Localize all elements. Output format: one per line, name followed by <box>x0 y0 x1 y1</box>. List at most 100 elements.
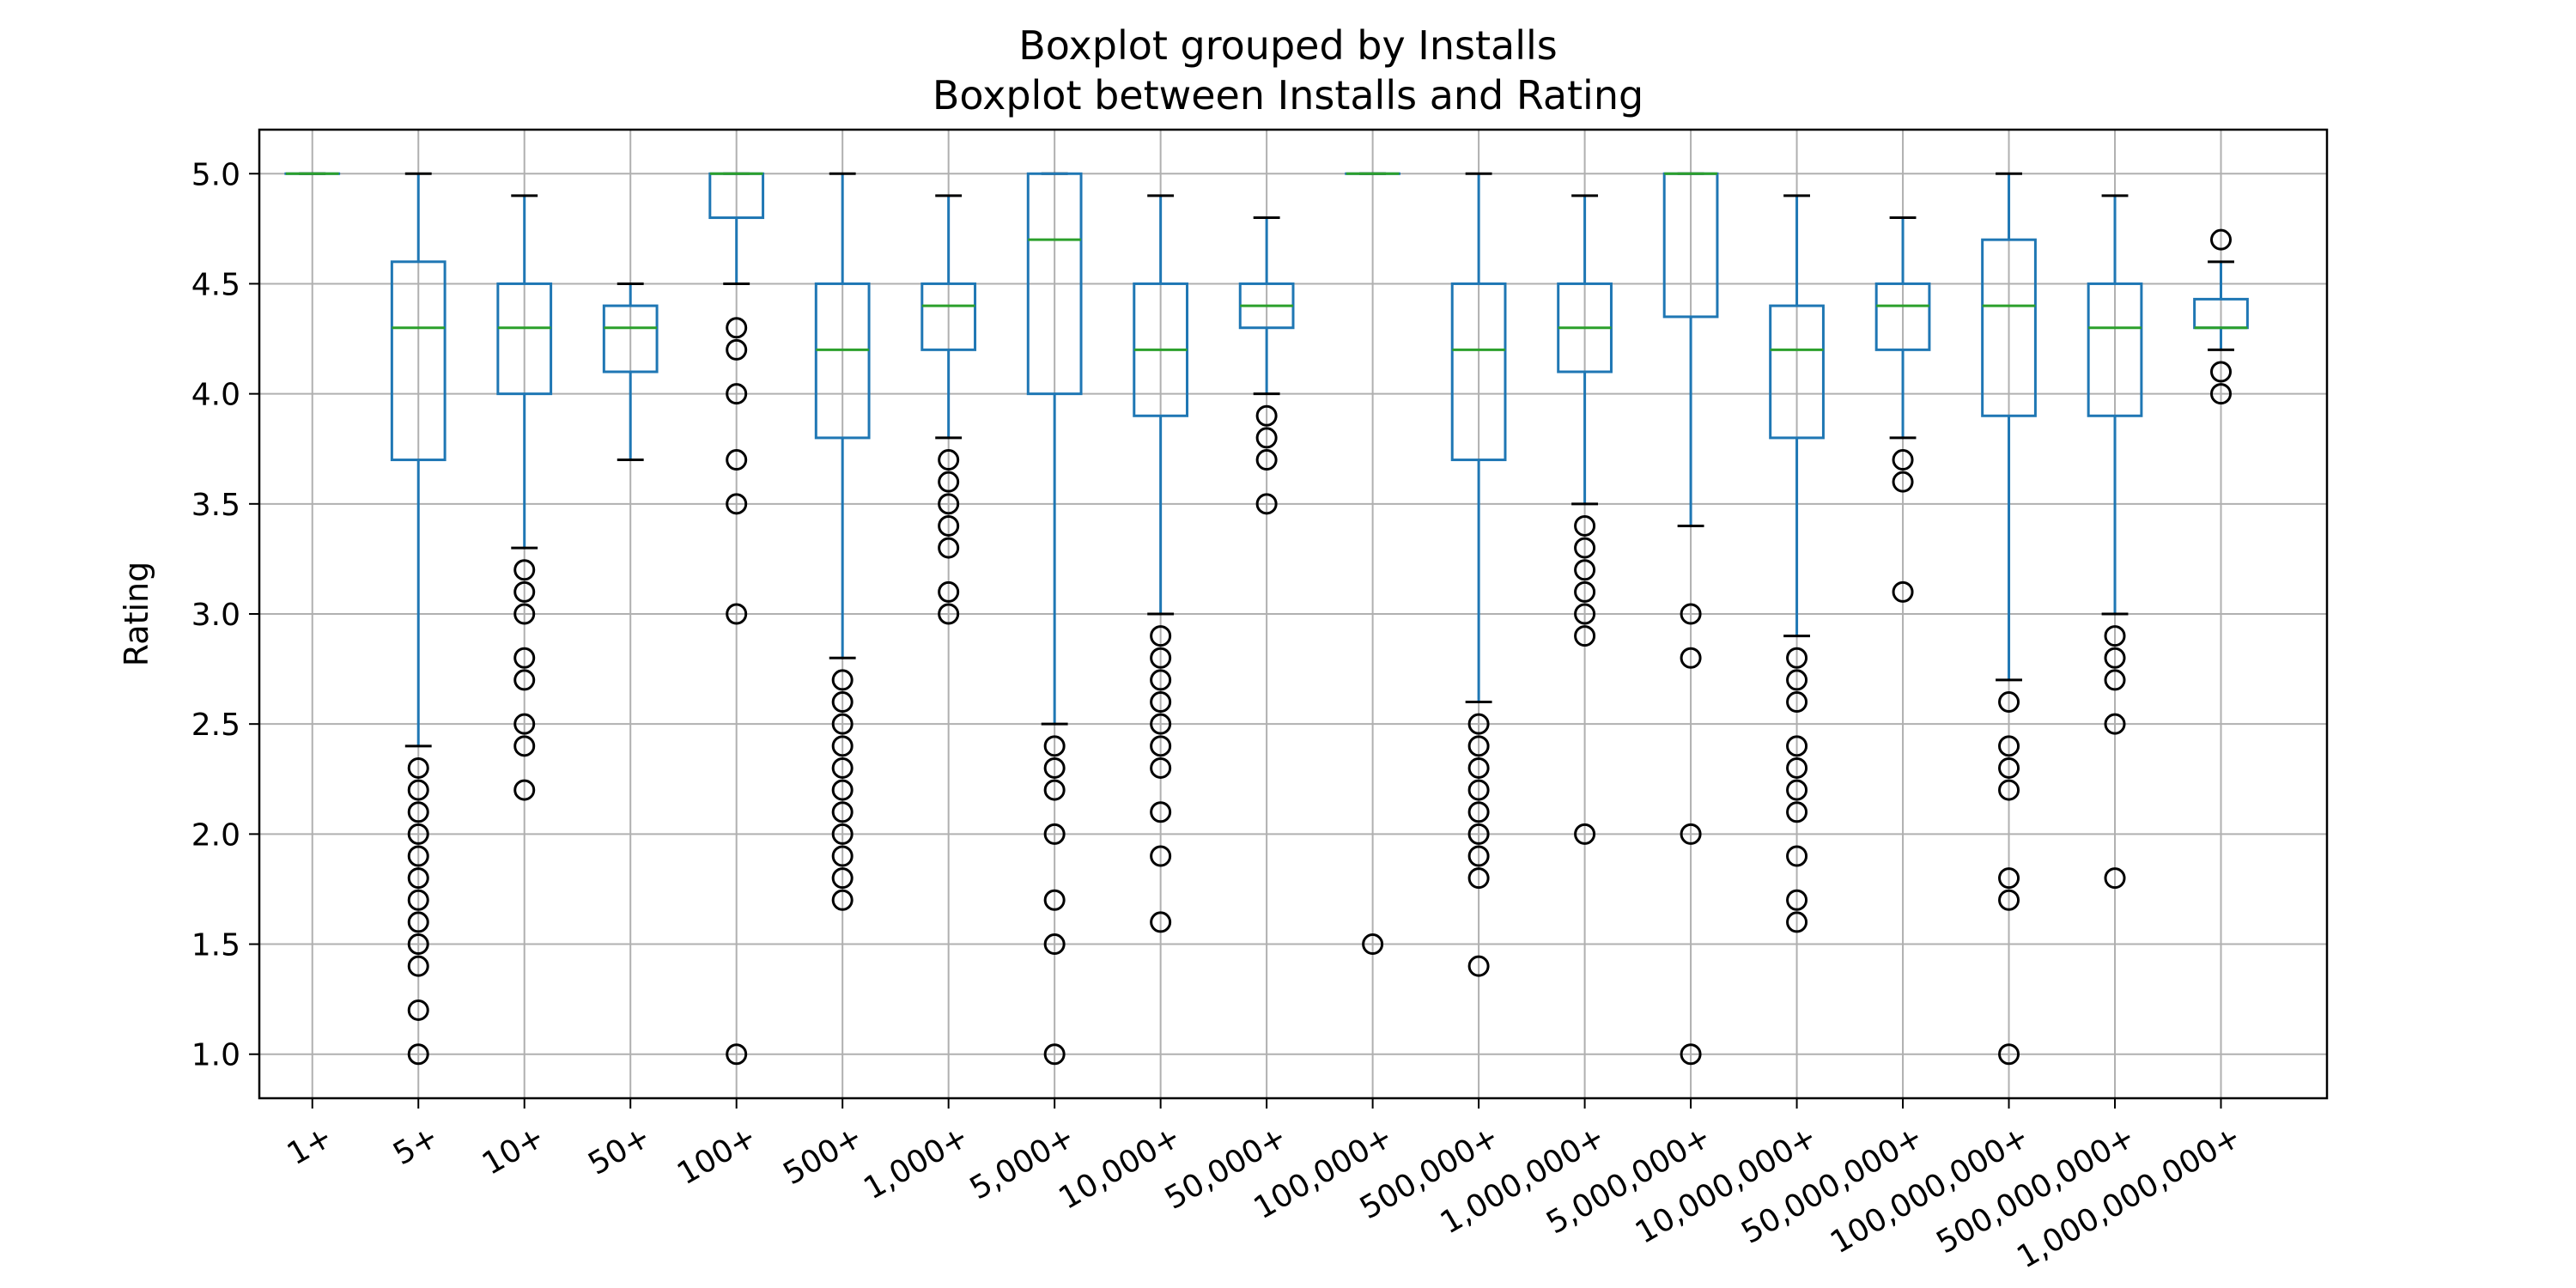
outlier-point <box>831 779 854 801</box>
box <box>390 260 447 462</box>
outlier-point <box>938 580 960 603</box>
outlier-point <box>1150 625 1172 647</box>
outlier-point <box>726 493 748 515</box>
outlier-point <box>1362 933 1384 956</box>
outlier-point <box>1255 427 1278 449</box>
outlier-point <box>1150 691 1172 714</box>
outlier-point <box>1680 647 1702 669</box>
outlier-point <box>407 1043 429 1066</box>
y-tick-label: 3.5 <box>191 488 240 523</box>
outlier-point <box>1043 823 1066 845</box>
outlier-point <box>407 933 429 956</box>
outlier-point <box>407 867 429 890</box>
outlier-point <box>1043 933 1066 956</box>
outlier-point <box>2104 625 2126 647</box>
outlier-point <box>831 889 854 911</box>
x-tick-label: 50+ <box>582 1119 656 1182</box>
outlier-point <box>1255 449 1278 471</box>
outlier-point <box>1255 404 1278 427</box>
outlier-point <box>1150 911 1172 933</box>
outlier-point <box>726 338 748 361</box>
outlier-point <box>1150 647 1172 669</box>
outlier-point <box>1150 713 1172 735</box>
outlier-point <box>1786 911 1808 933</box>
outlier-point <box>938 471 960 493</box>
box <box>2087 282 2143 417</box>
outlier-point <box>1786 845 1808 867</box>
tick-layer: 1.0 1.5 2.0 2.5 3.0 3.5 4.0 4.5 5.0 1+ 5+ 10+ 50+ 100… <box>191 157 2247 1275</box>
outlier-point <box>938 603 960 625</box>
outlier-point <box>1574 603 1596 625</box>
outlier-point <box>407 889 429 911</box>
outlier-point <box>2104 647 2126 669</box>
x-tick-label: 100+ <box>671 1119 762 1192</box>
outlier-point <box>726 1043 748 1066</box>
outlier-point <box>2210 228 2233 251</box>
outlier-point <box>1467 735 1490 757</box>
outlier-point <box>407 823 429 845</box>
outlier-point <box>1786 735 1808 757</box>
outlier-point <box>831 691 854 714</box>
outlier-point <box>1892 449 1914 471</box>
outlier-point <box>513 779 536 801</box>
outlier-point <box>1467 713 1490 735</box>
outlier-point <box>831 713 854 735</box>
outlier-point <box>938 514 960 537</box>
outlier-point <box>1786 779 1808 801</box>
outlier-point <box>1998 779 2020 801</box>
y-tick-label: 5.0 <box>191 157 240 192</box>
outlier-point <box>513 603 536 625</box>
box <box>1981 238 2037 417</box>
y-tick-label: 3.0 <box>191 598 240 633</box>
outlier-point <box>1467 955 1490 977</box>
outlier-point <box>726 317 748 339</box>
outlier-point <box>1150 735 1172 757</box>
outlier-point <box>1786 691 1808 714</box>
outlier-point <box>938 449 960 471</box>
outlier-point <box>407 911 429 933</box>
outlier-point <box>407 801 429 823</box>
y-tick-label: 2.0 <box>191 817 240 853</box>
outlier-point <box>2210 383 2233 405</box>
outlier-point <box>831 801 854 823</box>
y-tick-label: 4.5 <box>191 267 240 302</box>
outlier-point <box>513 647 536 669</box>
outlier-point <box>513 713 536 735</box>
outlier-point <box>726 449 748 471</box>
outlier-point <box>1467 779 1490 801</box>
y-tick-label: 1.0 <box>191 1038 240 1073</box>
x-tick-label: 10,000+ <box>1053 1119 1187 1217</box>
outlier-point <box>1998 889 2020 911</box>
outlier-point <box>831 845 854 867</box>
outlier-point <box>831 756 854 779</box>
outlier-point <box>1786 756 1808 779</box>
outlier-point <box>1255 493 1278 515</box>
outlier-point <box>831 735 854 757</box>
outlier-point <box>1680 603 1702 625</box>
x-tick-label: 1+ <box>282 1119 338 1172</box>
outlier-point <box>1574 625 1596 647</box>
outlier-point <box>1043 779 1066 801</box>
x-tick-label: 5+ <box>387 1119 444 1172</box>
outlier-point <box>1150 756 1172 779</box>
outlier-point <box>1043 735 1066 757</box>
outlier-point <box>1786 889 1808 911</box>
outlier-point <box>1786 801 1808 823</box>
box-layer <box>284 172 2249 1066</box>
outlier-point <box>1467 845 1490 867</box>
chart-subtitle: Boxplot between Installs and Rating <box>932 72 1644 118</box>
outlier-point <box>1150 801 1172 823</box>
box <box>1769 304 1825 440</box>
outlier-point <box>1467 823 1490 845</box>
outlier-point <box>1043 756 1066 779</box>
x-tick-label: 500+ <box>778 1119 869 1192</box>
grid-layer <box>259 130 2327 1098</box>
outlier-point <box>1467 867 1490 890</box>
outlier-point <box>726 603 748 625</box>
box <box>496 282 553 396</box>
outlier-point <box>1998 1043 2020 1066</box>
outlier-point <box>1786 669 1808 691</box>
outlier-point <box>407 955 429 977</box>
outlier-point <box>2210 361 2233 383</box>
outlier-point <box>513 669 536 691</box>
